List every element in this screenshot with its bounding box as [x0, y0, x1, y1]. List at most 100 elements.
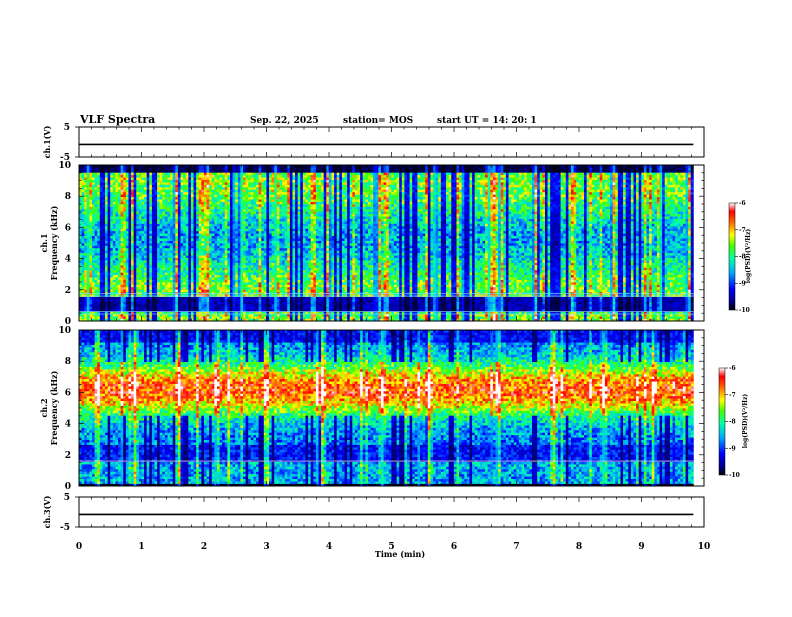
- ch1-voltage-panel: 5 -5 ch.1(V): [42, 123, 704, 163]
- spectrogram-cell: [160, 302, 163, 305]
- spectrogram-cell: [168, 243, 171, 246]
- spectrogram-cell: [113, 167, 116, 170]
- spectrogram-cell: [261, 297, 264, 300]
- spectrogram-cell: [92, 255, 95, 258]
- spectrogram-cell: [128, 260, 131, 263]
- spectrogram-cell: [188, 282, 191, 285]
- spectrogram-cell: [84, 236, 87, 239]
- spectrogram-cell: [209, 299, 212, 302]
- spectrogram-cell: [201, 275, 204, 278]
- spectrogram-cell: [266, 238, 269, 241]
- spectrogram-cell: [220, 248, 223, 251]
- spectrogram-cell: [115, 209, 118, 212]
- spectrogram-cell: [144, 280, 147, 283]
- spectrogram-cell: [92, 175, 95, 178]
- spectrogram-cell: [259, 228, 262, 231]
- spectrogram-cell: [207, 243, 210, 246]
- spectrogram-cell: [168, 175, 171, 178]
- spectrogram-cell: [95, 275, 98, 278]
- spectrogram-cell: [220, 241, 223, 244]
- spectrogram-cell: [253, 204, 256, 207]
- spectrogram-cell: [168, 302, 171, 305]
- spectrogram-cell: [251, 280, 254, 283]
- spectrogram-cell: [170, 316, 173, 319]
- spectrogram-cell: [191, 241, 194, 244]
- spectrogram-cell: [131, 202, 134, 205]
- spectrogram-cell: [251, 258, 254, 261]
- spectrogram-cell: [162, 250, 165, 253]
- spectrogram-cell: [118, 280, 121, 283]
- spectrogram-cell: [89, 292, 92, 295]
- spectrogram-cell: [220, 236, 223, 239]
- spectrogram-cell: [102, 287, 105, 290]
- spectrogram-cell: [217, 202, 220, 205]
- spectrogram-cell: [139, 199, 142, 202]
- spectrogram-cell: [186, 204, 189, 207]
- spectrogram-cell: [126, 250, 129, 253]
- spectrogram-cell: [149, 206, 152, 209]
- spectrogram-cell: [272, 297, 275, 300]
- spectrogram-cell: [123, 265, 126, 268]
- spectrogram-cell: [248, 211, 251, 214]
- spectrogram-cell: [274, 255, 277, 258]
- spectrogram-cell: [155, 216, 158, 219]
- spectrogram-cell: [222, 167, 225, 170]
- spectrogram-cell: [89, 204, 92, 207]
- spectrogram-cell: [204, 206, 207, 209]
- spectrogram-cell: [217, 299, 220, 302]
- spectrogram-cell: [178, 206, 181, 209]
- spectrogram-cell: [248, 236, 251, 239]
- spectrogram-cell: [115, 202, 118, 205]
- spectrogram-cell: [175, 238, 178, 241]
- spectrogram-cell: [87, 211, 90, 214]
- spectrogram-cell: [157, 216, 160, 219]
- spectrogram-cell: [235, 233, 238, 236]
- spectrogram-cell: [269, 214, 272, 217]
- spectrogram-cell: [139, 243, 142, 246]
- spectrogram-cell: [126, 265, 129, 268]
- spectrogram-cell: [243, 280, 246, 283]
- spectrogram-cell: [243, 287, 246, 290]
- spectrogram-cell: [269, 292, 272, 295]
- spectrogram-cell: [264, 228, 267, 231]
- spectrogram-cell: [186, 245, 189, 248]
- spectrogram-cell: [246, 260, 249, 263]
- spectrogram-cell: [214, 282, 217, 285]
- spectrogram-cell: [191, 253, 194, 256]
- spectrogram-cell: [207, 231, 210, 234]
- spectrogram-cell: [175, 175, 178, 178]
- spectrogram-cell: [274, 167, 277, 170]
- spectrogram-cell: [144, 175, 147, 178]
- spectrogram-cell: [170, 292, 173, 295]
- spectrogram-cell: [147, 241, 150, 244]
- spectrogram-cell: [141, 294, 144, 297]
- spectrogram-cell: [100, 306, 103, 309]
- spectrogram-cell: [240, 299, 243, 302]
- spectrogram-cell: [131, 306, 134, 309]
- spectrogram-cell: [144, 216, 147, 219]
- spectrogram-cell: [181, 292, 184, 295]
- spectrogram-cell: [199, 238, 202, 241]
- spectrogram-cell: [186, 304, 189, 307]
- spectrogram-cell: [173, 253, 176, 256]
- spectrogram-cell: [173, 187, 176, 190]
- spectrogram-cell: [266, 221, 269, 224]
- spectrogram-cell: [199, 248, 202, 251]
- spectrogram-cell: [240, 192, 243, 195]
- spectrogram-cell: [214, 292, 217, 295]
- spectrogram-cell: [194, 197, 197, 200]
- spectrogram-cell: [134, 309, 137, 312]
- spectrogram-cell: [152, 167, 155, 170]
- spectrogram-cell: [87, 299, 90, 302]
- spectrogram-cell: [251, 270, 254, 273]
- spectrogram-cell: [141, 172, 144, 175]
- spectrogram-cell: [123, 206, 126, 209]
- spectrogram-cell: [115, 180, 118, 183]
- spectrogram-cell: [92, 199, 95, 202]
- spectrogram-cell: [105, 219, 108, 222]
- spectrogram-cell: [123, 255, 126, 258]
- spectrogram-cell: [274, 267, 277, 270]
- spectrogram-cell: [160, 206, 163, 209]
- spectrogram-cell: [162, 270, 165, 273]
- spectrogram-cell: [113, 297, 116, 300]
